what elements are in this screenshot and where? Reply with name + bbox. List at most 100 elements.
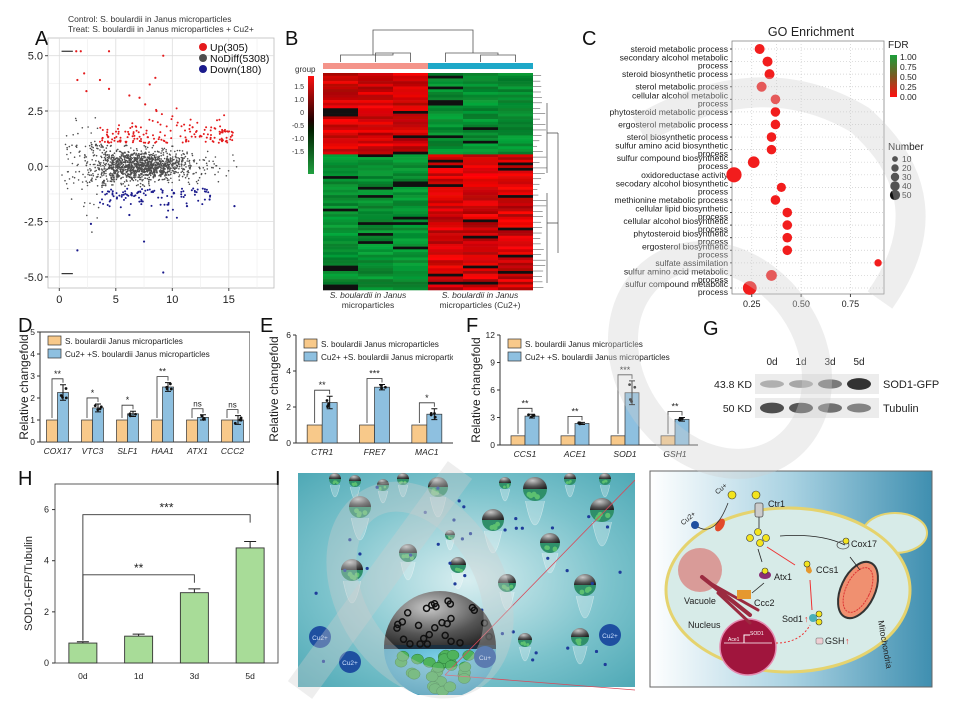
heatmap-cell [463, 127, 498, 131]
nodiff-point [96, 127, 99, 130]
heatmap-cell [463, 260, 498, 264]
number-legend-label: 20 [902, 163, 912, 173]
heatmap: group 1.51.00-0.5-1.0-1.5 S. boulardii i… [292, 29, 559, 310]
significance-label: ** [159, 367, 167, 377]
nodiff-point [114, 172, 116, 175]
heatmap-cell [498, 91, 533, 95]
heatmap-cell [393, 189, 428, 193]
nodiff-point [96, 217, 98, 219]
up-point [132, 131, 135, 134]
heatmap-cell [393, 252, 428, 256]
heatmap-cell [393, 157, 428, 161]
nodiff-point [97, 175, 99, 178]
down-point [148, 188, 151, 191]
heatmap-cell [393, 121, 428, 125]
nodiff-point [139, 159, 141, 161]
heatmap-cell [323, 116, 358, 120]
up-point [99, 140, 101, 143]
heatmap-cell [323, 230, 358, 234]
heatmap-cell [463, 165, 498, 169]
heatmap-cell [498, 195, 533, 199]
nodiff-point [77, 163, 79, 166]
nodiff-point [104, 153, 107, 156]
replicate-dot [168, 382, 172, 386]
nodiff-point [91, 177, 93, 179]
nodiff-point [170, 171, 172, 174]
nodiff-point [157, 151, 159, 153]
nodiff-point [122, 171, 124, 173]
heatmap-cell [358, 227, 393, 231]
up-point [163, 134, 166, 137]
nodiff-point [112, 164, 115, 166]
up-point [152, 134, 154, 137]
ion-dot [423, 510, 427, 514]
x-tick-label: ACE1 [563, 449, 586, 459]
nodiff-point [183, 153, 185, 156]
nodiff-point [133, 171, 136, 174]
nodiff-point [198, 159, 201, 161]
nodiff-point [143, 164, 145, 167]
nodiff-point [85, 180, 87, 182]
up-point [153, 137, 155, 140]
nodiff-point [178, 159, 181, 161]
nodiff-point [140, 153, 143, 156]
heatmap-cell [358, 216, 393, 220]
nodiff-point [152, 167, 154, 170]
heatmap-cell [393, 83, 428, 87]
nodiff-point [114, 163, 117, 165]
x-tick-label: MAC1 [415, 447, 439, 457]
nodiff-point [113, 161, 115, 164]
heatmap-cell [358, 94, 393, 98]
nodiff-point [154, 163, 157, 166]
cu2-dot [691, 521, 699, 529]
ion-dot [503, 528, 507, 532]
nodiff-point [181, 159, 183, 162]
heatmap-cell [393, 138, 428, 142]
up-point [103, 140, 106, 143]
heatmap-cell [498, 246, 533, 250]
nodiff-point [145, 166, 147, 168]
nodiff-point [217, 171, 219, 173]
nodiff-point [140, 169, 142, 171]
blot-band [789, 380, 813, 388]
nodiff-point [129, 161, 132, 164]
nodiff-point [89, 202, 91, 205]
heatmap-cell [358, 181, 393, 185]
heatmap-cell [498, 238, 533, 242]
heatmap-cell [498, 173, 533, 177]
down-point [171, 208, 174, 211]
heatmap-cell [358, 222, 393, 226]
nodiff-point [105, 169, 107, 172]
nodiff-point [133, 152, 135, 155]
y-tick-label: 12 [486, 330, 496, 340]
heatmap-cell [323, 167, 358, 171]
nodiff-point [84, 176, 86, 178]
particle-trail [572, 645, 588, 665]
up-point [101, 136, 104, 139]
significance-label: ** [671, 402, 679, 412]
bar-cu [197, 417, 209, 443]
nodiff-point [110, 164, 112, 166]
heatmap-cell [323, 94, 358, 98]
nodiff-point [125, 156, 128, 159]
nodiff-point [100, 143, 102, 146]
down-point [180, 190, 183, 193]
replicate-dot [200, 414, 204, 418]
nodiff-point [165, 164, 167, 167]
heatmap-cell [393, 124, 428, 128]
nodiff-point [198, 176, 201, 179]
nodiff-point [211, 166, 213, 169]
nodiff-point [161, 173, 163, 176]
up-point [183, 123, 186, 126]
heatmap-cell [323, 73, 358, 77]
nodiff-point [92, 174, 95, 177]
yeast-cell [407, 668, 421, 680]
nodiff-point [93, 203, 95, 206]
ma-legend: Up(305)NoDiff(5308)Down(180) [199, 42, 269, 76]
heatmap-cell [428, 148, 463, 152]
panel-label-g: G [703, 318, 719, 340]
ion-dot [453, 582, 457, 586]
nodiff-point [137, 184, 139, 186]
heatmap-cell [463, 200, 498, 204]
